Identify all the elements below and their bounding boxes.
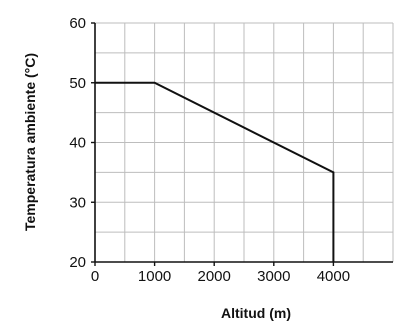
x-tick-label: 1000 xyxy=(138,268,171,285)
y-tick-label: 30 xyxy=(69,194,86,211)
y-tick-label: 40 xyxy=(69,135,86,152)
x-tick-label: 0 xyxy=(91,268,99,285)
x-tick-labels: 0 1000 2000 3000 4000 xyxy=(91,262,350,285)
x-tick-label: 4000 xyxy=(317,268,350,285)
x-axis-title: Altitud (m) xyxy=(221,305,291,321)
grid xyxy=(94,22,394,263)
series xyxy=(95,81,335,262)
y-tick-label: 60 xyxy=(69,15,86,32)
x-tick-label: 3000 xyxy=(257,268,290,285)
x-tick-label: 2000 xyxy=(198,268,231,285)
y-tick-label: 20 xyxy=(69,254,86,271)
y-tick-label: 50 xyxy=(69,75,86,92)
derating-line xyxy=(95,81,335,262)
y-tick-labels: 20 30 40 50 60 xyxy=(69,15,95,271)
y-axis-title: Temperatura ambiente (°C) xyxy=(22,53,38,231)
